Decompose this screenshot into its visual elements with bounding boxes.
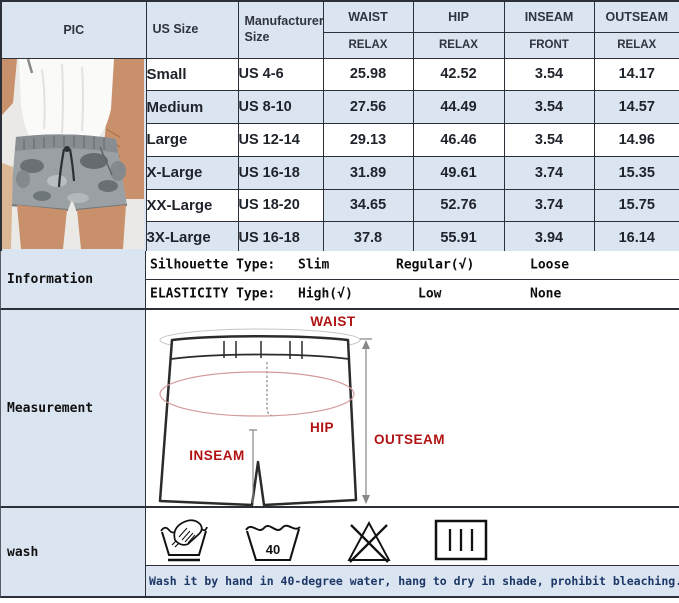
inseam-cell: 3.54 bbox=[503, 123, 595, 157]
wash-icons-row: 40 bbox=[146, 508, 679, 565]
outseam-cell: 15.75 bbox=[593, 188, 679, 223]
inseam-sub-header: FRONT bbox=[503, 31, 595, 59]
waist-header: WAIST bbox=[322, 0, 414, 33]
manufacturer-size-header: Manufacturer Size bbox=[237, 0, 324, 59]
wash-label: wash bbox=[1, 508, 146, 596]
hip-header: HIP bbox=[412, 0, 505, 33]
information-section: Information Silhouette Type: Slim Regula… bbox=[0, 251, 679, 310]
waist-sub-header: RELAX bbox=[322, 31, 414, 59]
size-cell: XX-Large bbox=[145, 188, 239, 223]
us-size-cell: US 18-20 bbox=[237, 188, 324, 223]
hip-cell: 49.61 bbox=[412, 155, 505, 190]
us-size-header: US Size bbox=[145, 0, 239, 59]
silhouette-option-loose: Loose bbox=[530, 257, 570, 273]
pic-header: PIC bbox=[0, 0, 147, 59]
silhouette-row: Silhouette Type: Slim Regular(√) Loose bbox=[146, 251, 679, 280]
inseam-cell: 3.74 bbox=[503, 188, 595, 223]
elasticity-option-none: None bbox=[530, 286, 562, 302]
inseam-cell: 3.74 bbox=[503, 155, 595, 190]
waist-cell: 37.8 bbox=[322, 221, 414, 255]
outseam-annotation: OUTSEAM bbox=[374, 432, 445, 447]
header-row-2: RELAX RELAX FRONT RELAX bbox=[1, 31, 679, 59]
outseam-cell: 14.57 bbox=[593, 90, 679, 124]
table-row: XX-Large US 18-20 34.65 52.76 3.74 15.75 bbox=[1, 188, 679, 223]
header-row-1: PIC US Size Manufacturer Size WAIST HIP … bbox=[0, 0, 679, 59]
waist-cell: 34.65 bbox=[322, 188, 414, 223]
elasticity-option-low: Low bbox=[418, 286, 442, 302]
inseam-annotation: INSEAM bbox=[189, 448, 245, 463]
table-row: 3X-Large US 16-18 37.8 55.91 3.94 16.14 bbox=[1, 221, 679, 255]
drip-dry-icon bbox=[434, 519, 488, 561]
silhouette-type-label: Silhouette Type: bbox=[150, 257, 276, 273]
inseam-cell: 3.54 bbox=[503, 57, 595, 92]
wash-instructions: Wash it by hand in 40-degree water, hang… bbox=[146, 565, 679, 596]
outseam-cell: 15.35 bbox=[593, 155, 679, 190]
hip-sub-header: RELAX bbox=[412, 31, 505, 59]
us-size-cell: US 4-6 bbox=[237, 57, 324, 92]
hip-cell: 44.49 bbox=[412, 90, 505, 124]
waist-annotation: WAIST bbox=[310, 314, 356, 329]
size-cell: 3X-Large bbox=[145, 221, 239, 255]
outseam-cell: 14.96 bbox=[593, 123, 679, 157]
outseam-header: OUTSEAM bbox=[593, 0, 679, 33]
inseam-cell: 3.94 bbox=[503, 221, 595, 255]
elasticity-option-high: High(√) bbox=[298, 286, 353, 302]
product-photo-cell bbox=[0, 57, 147, 255]
outseam-sub-header: RELAX bbox=[593, 31, 679, 59]
table-row: Medium US 8-10 27.56 44.49 3.54 14.57 bbox=[1, 90, 679, 124]
table-row: Small US 4-6 25.98 42.52 3.54 14.17 bbox=[0, 57, 679, 255]
measurement-diagram: WAIST HIP INSEAM OUTSEAM bbox=[158, 314, 445, 507]
us-size-cell: US 8-10 bbox=[237, 90, 324, 124]
measurement-content: WAIST HIP INSEAM OUTSEAM bbox=[146, 310, 679, 507]
product-photo bbox=[2, 58, 144, 249]
us-size-cell: US 16-18 bbox=[237, 221, 324, 255]
hip-cell: 55.91 bbox=[412, 221, 505, 255]
hip-cell: 46.46 bbox=[412, 123, 505, 157]
wash-content: 40 Wash it by hand in 40-degree water, h… bbox=[146, 508, 679, 596]
hip-cell: 52.76 bbox=[412, 188, 505, 223]
waist-cell: 27.56 bbox=[322, 90, 414, 124]
waist-cell: 31.89 bbox=[322, 155, 414, 190]
waist-cell: 29.13 bbox=[322, 123, 414, 157]
elasticity-type-label: ELASTICITY Type: bbox=[150, 286, 276, 302]
us-size-cell: US 16-18 bbox=[237, 155, 324, 190]
waist-cell: 25.98 bbox=[322, 57, 414, 92]
hip-annotation: HIP bbox=[310, 420, 334, 435]
us-size-cell: US 12-14 bbox=[237, 123, 324, 157]
size-cell: Small bbox=[145, 57, 239, 92]
wash-section: wash 40 bbox=[0, 508, 679, 598]
wash-40-icon: 40 bbox=[245, 524, 301, 562]
silhouette-option-regular: Regular(√) bbox=[396, 257, 475, 273]
hand-wash-icon bbox=[160, 519, 208, 562]
outseam-cell: 14.17 bbox=[593, 57, 679, 92]
table-row: X-Large US 16-18 31.89 49.61 3.74 15.35 bbox=[1, 155, 679, 190]
hip-cell: 42.52 bbox=[412, 57, 505, 92]
elasticity-row: ELASTICITY Type: High(√) Low None bbox=[146, 280, 679, 308]
wash-temperature: 40 bbox=[266, 542, 280, 557]
table-row: Large US 12-14 29.13 46.46 3.54 14.96 bbox=[1, 123, 679, 157]
outseam-cell: 16.14 bbox=[593, 221, 679, 255]
information-content: Silhouette Type: Slim Regular(√) Loose E… bbox=[146, 251, 679, 308]
inseam-header: INSEAM bbox=[503, 0, 595, 33]
size-cell: X-Large bbox=[145, 155, 239, 190]
size-cell: Medium bbox=[145, 90, 239, 124]
inseam-cell: 3.54 bbox=[503, 90, 595, 124]
size-chart-table: PIC US Size Manufacturer Size WAIST HIP … bbox=[0, 0, 679, 256]
measurement-label: Measurement bbox=[1, 310, 146, 506]
size-cell: Large bbox=[145, 123, 239, 157]
silhouette-option-slim: Slim bbox=[298, 257, 330, 273]
measurement-section: Measurement WAIST bbox=[0, 310, 679, 508]
do-not-bleach-icon bbox=[347, 521, 391, 563]
information-label: Information bbox=[1, 251, 146, 308]
